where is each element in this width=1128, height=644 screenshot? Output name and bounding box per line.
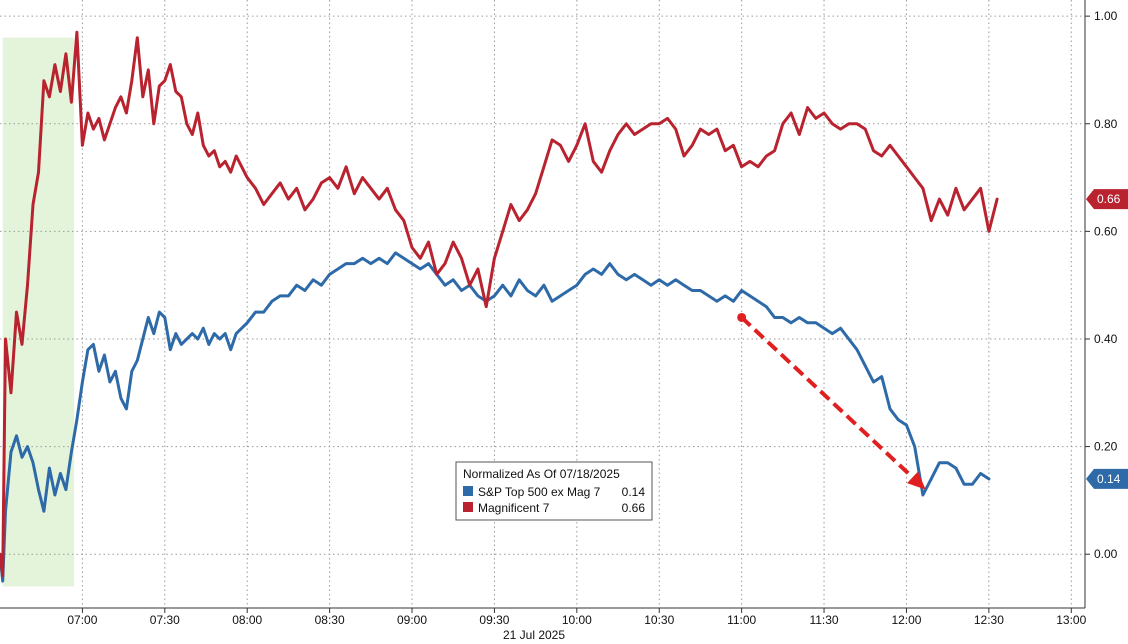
y-tick-label: 0.20	[1094, 440, 1118, 454]
last-value-badge-sp500: 0.14	[1086, 468, 1128, 489]
x-tick-label: 07:00	[67, 613, 97, 627]
legend: Normalized As Of 07/18/2025 S&P Top 500 …	[455, 461, 653, 521]
x-tick-label: 13:00	[1056, 613, 1086, 627]
x-tick-label: 09:00	[397, 613, 427, 627]
badge-value: 0.14	[1097, 472, 1121, 486]
series-line-sp500	[0, 251, 991, 583]
legend-value-sp500: 0.14	[622, 485, 646, 499]
y-tick-label: 0.80	[1094, 117, 1118, 131]
legend-title: Normalized As Of 07/18/2025	[463, 467, 620, 481]
arrow-shaft	[740, 315, 914, 479]
arrow-head	[907, 471, 926, 490]
gridlines	[0, 0, 1085, 608]
premarket-shading	[2, 37, 75, 587]
y-tick-label: 0.00	[1094, 547, 1118, 561]
x-tick-label: 12:30	[974, 613, 1004, 627]
badge-shape	[1086, 468, 1128, 489]
annotation-layer	[737, 312, 926, 490]
legend-value-mag7: 0.66	[622, 501, 646, 515]
y-tick-label: 1.00	[1094, 9, 1118, 23]
badge-value: 0.66	[1097, 192, 1121, 206]
x-tick-label: 12:00	[891, 613, 921, 627]
legend-label-mag7: Magnificent 7	[478, 501, 550, 515]
y-tick-label: 0.40	[1094, 332, 1118, 346]
badge-shape	[1086, 189, 1128, 210]
x-tick-label: 10:30	[644, 613, 674, 627]
y-axis-ticks: 0.00 0.20 0.40 0.60 0.80 1.00	[1085, 9, 1118, 561]
legend-box	[455, 461, 653, 521]
x-tick-label: 08:00	[232, 613, 262, 627]
legend-label-sp500: S&P Top 500 ex Mag 7	[478, 485, 601, 499]
x-tick-label: 08:30	[315, 613, 345, 627]
x-tick-label: 11:30	[809, 613, 838, 627]
legend-swatch-sp500	[463, 486, 473, 496]
series-line-mag7	[0, 30, 999, 578]
y-tick-label: 0.60	[1094, 224, 1118, 238]
x-tick-label: 09:30	[479, 613, 509, 627]
x-tick-label: 07:30	[150, 613, 180, 627]
x-tick-label: 11:00	[727, 613, 756, 627]
date-label: 21 Jul 2025	[503, 628, 565, 642]
x-tick-label: 10:00	[562, 613, 592, 627]
series-layer	[0, 30, 999, 583]
last-value-badges: 0.14 0.66	[1086, 189, 1128, 489]
x-axis-ticks: 07:00 07:30 08:00 08:30 09:00 09:30 10:00 10:30…	[67, 608, 1087, 627]
legend-swatch-mag7	[463, 502, 473, 512]
last-value-badge-mag7: 0.66	[1086, 189, 1128, 210]
